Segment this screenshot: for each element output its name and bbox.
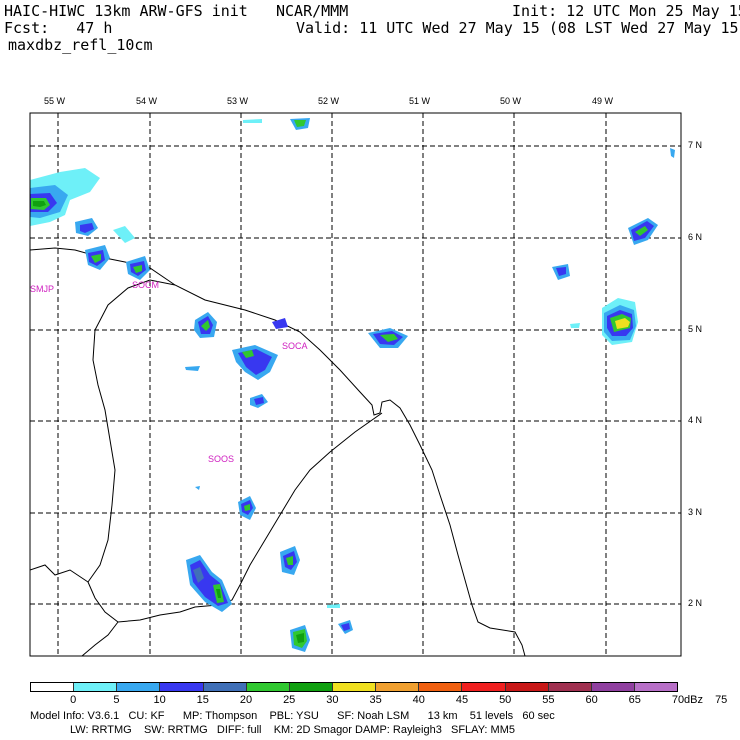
init-time: Init: 12 UTC Mon 25 May 15 [512, 2, 740, 20]
colorbar-swatch [288, 683, 332, 691]
station-label-soos: SOOS [208, 454, 234, 464]
colorbar-swatch [116, 683, 160, 691]
longitude-label: 55 W [44, 96, 66, 106]
latitude-label: 4 N [688, 415, 703, 425]
center-label: NCAR/MMM [276, 2, 349, 20]
dbz-colorbar [30, 682, 678, 692]
coastline [30, 247, 526, 656]
longitude-label: 52 W [318, 96, 340, 106]
colorbar-swatch [159, 683, 203, 691]
colorbar-swatch [590, 683, 634, 691]
colorbar-swatch [202, 683, 246, 691]
colorbar-tick-label: 75 [715, 694, 728, 706]
colorbar-tick-label: 45 [455, 694, 469, 706]
colorbar-tick-label: 35 [369, 694, 382, 706]
longitude-label: 54 W [136, 96, 158, 106]
colorbar-tick-label: 15 [196, 694, 209, 706]
colorbar-tick-label: 40 [412, 694, 425, 706]
colorbar-unit: dBz [684, 694, 703, 706]
field-name: maxdbz_refl_10cm [8, 36, 153, 54]
colorbar-tick-label: 70 [671, 694, 685, 706]
colorbar-swatch [633, 683, 678, 691]
latitude-label: 5 N [688, 324, 703, 334]
colorbar-swatch [245, 683, 289, 691]
colorbar-swatch [461, 683, 505, 691]
longitude-label: 51 W [409, 96, 431, 106]
longitude-label: 49 W [592, 96, 614, 106]
colorbar-tick-label: 30 [326, 694, 339, 706]
colorbar-swatch [547, 683, 591, 691]
colorbar-tick-label: 25 [283, 694, 296, 706]
latitude-label: 7 N [688, 140, 703, 150]
latitude-label: 6 N [688, 232, 703, 242]
lat-lon-grid [30, 113, 681, 656]
station-label-socm: SOCM [132, 280, 159, 290]
colorbar-swatch [418, 683, 462, 691]
model-info-line2: LW: RRTMG SW: RRTMG DIFF: full KM: 2D Sm… [70, 724, 515, 736]
forecast-hour: Fcst: 47 h [4, 19, 113, 37]
colorbar-tick-label: 20 [239, 694, 253, 706]
colorbar-tick-label: 0 [70, 694, 77, 706]
colorbar-tick-label: 60 [585, 694, 598, 706]
colorbar-tick-label: 10 [153, 694, 166, 706]
reflectivity-cells [30, 118, 675, 652]
station-label-smjp: SMJP [30, 284, 54, 294]
model-title: HAIC-HIWC 13km ARW-GFS init [4, 2, 248, 20]
station-label-soca: SOCA [282, 341, 308, 351]
colorbar-tick-label: 55 [542, 694, 555, 706]
latitude-label: 3 N [688, 507, 703, 517]
colorbar-swatch [31, 683, 74, 691]
valid-time: Valid: 11 UTC Wed 27 May 15 (08 LST Wed … [296, 19, 740, 37]
colorbar-swatch [375, 683, 419, 691]
colorbar-tick-label: 50 [499, 694, 512, 706]
longitude-label: 53 W [227, 96, 249, 106]
longitude-label: 50 W [500, 96, 522, 106]
map-frame [29, 112, 682, 657]
colorbar-swatch [73, 683, 117, 691]
colorbar-tick-label: 5 [113, 694, 120, 706]
model-info-line1: Model Info: V3.6.1 CU: KF MP: Thompson P… [30, 710, 555, 722]
colorbar-tick-label: 65 [628, 694, 641, 706]
colorbar-swatch [331, 683, 376, 691]
colorbar-swatch [504, 683, 548, 691]
latitude-label: 2 N [688, 598, 703, 608]
